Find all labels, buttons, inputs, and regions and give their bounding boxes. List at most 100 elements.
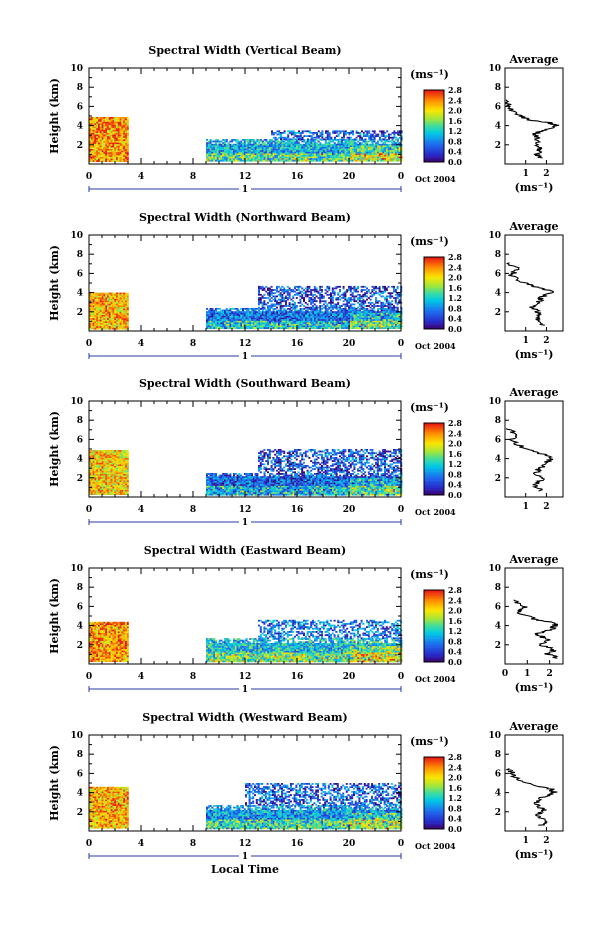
heatmap-cell — [281, 317, 284, 320]
heatmap-cell — [312, 139, 315, 141]
heatmap-cell — [294, 319, 297, 321]
heatmap-cell — [290, 158, 293, 160]
heatmap-cell — [369, 309, 372, 312]
heatmap-cell — [290, 147, 293, 149]
heatmap-cell — [117, 160, 120, 162]
heatmap-cell — [332, 145, 334, 148]
heatmap-cell — [125, 308, 127, 311]
heatmap-cell — [114, 297, 117, 300]
heatmap-cell — [99, 303, 102, 306]
heatmap-cell — [290, 148, 293, 151]
heatmap-cell — [386, 317, 388, 320]
heatmap-cell — [92, 307, 95, 309]
heatmap-cell — [337, 303, 340, 306]
heatmap-cell — [114, 313, 117, 316]
heatmap-cell — [346, 143, 349, 146]
heatmap-cell — [265, 150, 268, 152]
heatmap-cell — [393, 325, 396, 328]
heatmap-cell — [119, 128, 122, 130]
heatmap-cell — [333, 156, 336, 159]
heatmap-cell — [333, 150, 336, 152]
heatmap-cell — [105, 299, 108, 301]
heatmap-cell — [242, 153, 244, 156]
heatmap-cell — [294, 305, 296, 307]
heatmap-cell — [207, 316, 210, 318]
heatmap-cell — [117, 319, 120, 322]
heatmap-cell — [249, 312, 252, 315]
heatmap-cell — [301, 316, 304, 318]
heatmap-cell — [260, 324, 262, 326]
heatmap-cell — [263, 308, 266, 310]
heatmap-cell — [386, 143, 388, 146]
heatmap-cell — [378, 293, 381, 296]
heatmap-cell — [315, 316, 318, 318]
heatmap-cell — [348, 140, 351, 143]
heatmap-cell — [400, 135, 403, 137]
heatmap-cell — [215, 324, 217, 326]
heatmap-cell — [233, 159, 235, 162]
heatmap-cell — [215, 309, 217, 312]
heatmap-cell — [346, 309, 349, 312]
colorbar-swatch — [424, 97, 444, 100]
heatmap-cell — [121, 160, 124, 162]
colorbar-tick-label: 0.8 — [448, 136, 462, 146]
heatmap-cell — [251, 327, 253, 329]
heatmap-cell — [277, 285, 280, 288]
heatmap-cell — [245, 158, 248, 160]
heatmap-cell — [126, 315, 129, 317]
heatmap-cell — [357, 301, 359, 304]
heatmap-cell — [387, 150, 390, 152]
heatmap-cell — [270, 139, 273, 141]
heatmap-cell — [213, 145, 216, 148]
heatmap-cell — [288, 312, 291, 315]
heatmap-cell — [99, 318, 102, 320]
heatmap-cell — [278, 142, 280, 144]
heatmap-cell — [94, 134, 97, 137]
heatmap-cell — [107, 295, 109, 298]
heatmap-cell — [117, 323, 120, 325]
heatmap-cell — [324, 153, 327, 156]
heatmap-cell — [368, 324, 370, 326]
colorbar-swatch — [424, 136, 444, 139]
heatmap-cell — [99, 131, 102, 134]
heatmap-cell — [99, 123, 102, 126]
heatmap-cell — [276, 314, 279, 317]
heatmap-cell — [242, 145, 244, 148]
heatmap-cell — [366, 159, 369, 162]
heatmap-cell — [314, 319, 316, 321]
heatmap-cell — [370, 135, 372, 137]
heatmap-cell — [341, 314, 343, 317]
heatmap-cell — [263, 324, 266, 326]
heatmap-cell — [344, 327, 347, 329]
heatmap-cell — [238, 309, 241, 312]
heatmap-cell — [270, 150, 273, 152]
heatmap-cell — [251, 309, 253, 312]
heatmap-cell — [388, 135, 390, 137]
heatmap-cell — [240, 311, 243, 313]
heatmap-cell — [260, 151, 262, 154]
heatmap-cell — [333, 153, 336, 156]
heatmap-cell — [269, 155, 271, 157]
heatmap-cell — [366, 308, 369, 310]
heatmap-cell — [119, 147, 122, 150]
heatmap-cell — [292, 306, 295, 309]
heatmap-cell — [386, 150, 388, 152]
heatmap-cell — [249, 140, 252, 143]
heatmap-cell — [231, 150, 234, 152]
heatmap-cell — [125, 160, 127, 162]
heatmap-cell — [382, 317, 385, 320]
heatmap-cell — [251, 147, 253, 149]
heatmap-cell — [276, 285, 278, 288]
heatmap-cell — [271, 130, 273, 133]
heatmap-cell — [229, 155, 232, 157]
heatmap-cell — [391, 136, 394, 139]
heatmap-cell — [344, 311, 347, 313]
heatmap-cell — [387, 309, 390, 312]
heatmap-cell — [332, 319, 334, 321]
heatmap-cell — [294, 325, 297, 328]
heatmap-cell — [112, 299, 115, 301]
heatmap-cell — [358, 303, 361, 306]
heatmap-cell — [389, 319, 392, 321]
y-tick-label: 10 — [70, 231, 83, 241]
heatmap-cell — [360, 324, 363, 326]
